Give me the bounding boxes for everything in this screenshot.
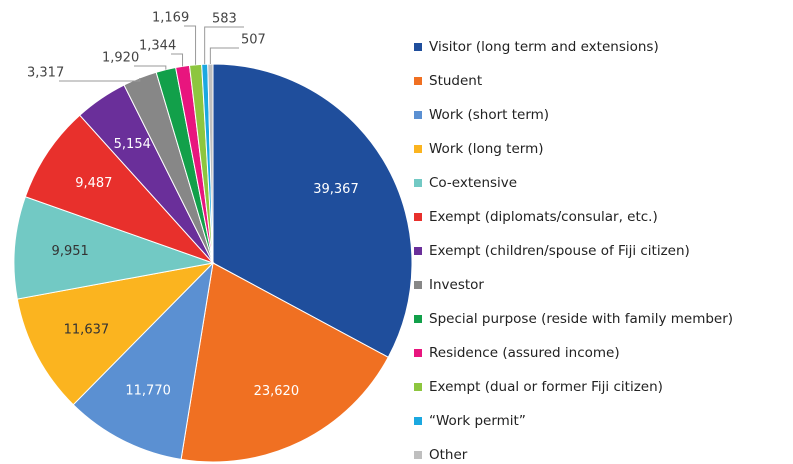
legend-swatch — [414, 315, 422, 323]
legend-swatch — [414, 383, 422, 391]
data-label: 3,317 — [27, 66, 64, 81]
leader-line — [171, 53, 184, 67]
data-label: 39,367 — [313, 182, 359, 197]
legend-label: Exempt (dual or former Fiji citizen) — [429, 379, 663, 395]
legend-label: Special purpose (reside with family memb… — [429, 311, 733, 327]
pie-slice — [16, 262, 215, 406]
legend-swatch — [414, 281, 422, 289]
data-label: 1,169 — [152, 11, 189, 26]
legend-label: Other — [429, 447, 468, 463]
legend-swatch — [414, 451, 422, 459]
legend-label: Visitor (long term and extensions) — [429, 39, 659, 55]
data-label: 507 — [241, 33, 266, 48]
legend-label: Residence (assured income) — [429, 345, 620, 361]
data-label: 1,920 — [102, 51, 139, 66]
leader-line — [59, 77, 141, 82]
data-label: 9,951 — [52, 244, 89, 259]
legend-label: Work (short term) — [429, 107, 549, 123]
data-label: 11,637 — [64, 323, 110, 338]
legend-label: Student — [429, 73, 482, 89]
data-label: 1,344 — [139, 39, 176, 54]
legend-swatch — [414, 213, 422, 221]
data-label: 5,154 — [114, 137, 151, 152]
legend-label: Exempt (children/spouse of Fiji citizen) — [429, 243, 690, 259]
legend-label: Work (long term) — [429, 141, 544, 157]
legend-label: Investor — [429, 277, 484, 293]
pie-slice — [24, 114, 214, 264]
data-label: 23,620 — [254, 384, 300, 399]
pie-slice — [180, 262, 389, 463]
pie-slice — [212, 63, 413, 358]
leader-line — [184, 25, 197, 65]
legend-swatch — [414, 111, 422, 119]
legend-label: Co-extensive — [429, 175, 517, 191]
data-label: 583 — [212, 12, 237, 27]
data-label: 11,770 — [125, 383, 171, 398]
pie-slice — [13, 196, 215, 300]
leader-line — [134, 65, 167, 70]
legend-swatch — [414, 43, 422, 51]
legend-swatch — [414, 179, 422, 187]
legend-swatch — [414, 77, 422, 85]
legend-swatch — [414, 349, 422, 357]
pie-slice — [72, 261, 214, 460]
legend-label: Exempt (diplomats/consular, etc.) — [429, 209, 658, 225]
legend-swatch — [414, 145, 422, 153]
legend-swatch — [414, 247, 422, 255]
legend-swatch — [414, 417, 422, 425]
data-label: 9,487 — [75, 176, 112, 191]
leader-line — [209, 47, 239, 65]
leader-line — [204, 26, 244, 65]
legend-label: “Work permit” — [429, 413, 526, 429]
